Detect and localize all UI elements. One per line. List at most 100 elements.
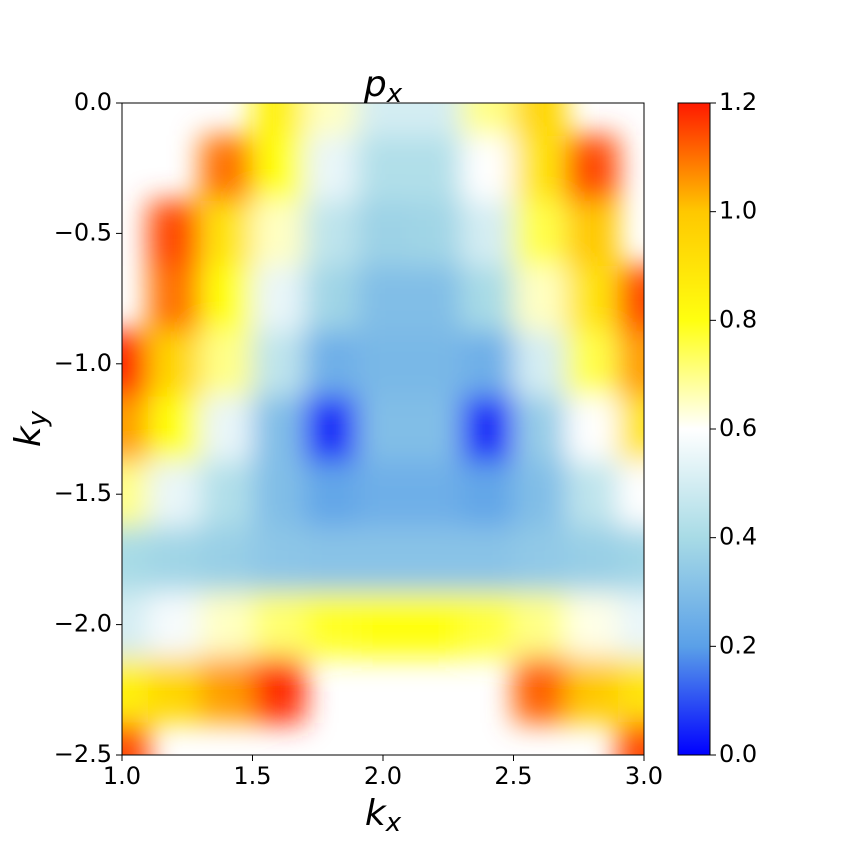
heat-cell: [409, 396, 462, 463]
heat-cell: [356, 526, 410, 593]
heat-cell: [200, 331, 253, 397]
heat-cell: [617, 396, 644, 463]
heat-cell: [252, 266, 306, 332]
heat-cell: [617, 526, 644, 593]
heat-cell: [252, 396, 306, 463]
colorbar-tick-label: 1.2: [719, 88, 757, 116]
heat-cell: [513, 103, 567, 137]
heat-cell: [252, 331, 306, 397]
heat-cell: [304, 592, 358, 658]
heat-cell: [122, 396, 149, 463]
heat-cell: [304, 103, 358, 137]
heat-cell: [304, 135, 358, 202]
heat-cell: [409, 526, 462, 593]
heat-cell: [122, 461, 149, 528]
colorbar-tick-label: 0.4: [719, 523, 757, 551]
heat-cell: [356, 266, 410, 332]
heat-cell: [617, 461, 644, 528]
heat-cell: [461, 526, 514, 593]
x-tick-label: 2.5: [494, 762, 532, 790]
heat-cell: [565, 266, 619, 332]
heat-cell: [356, 396, 410, 463]
heat-cell: [356, 135, 410, 202]
heat-cell: [461, 461, 514, 528]
heat-cell: [409, 135, 462, 202]
x-tick-label: 1.5: [233, 762, 271, 790]
heat-cell: [513, 331, 567, 397]
heat-cell: [356, 200, 410, 267]
colorbar-tick-label: 1.0: [719, 197, 757, 225]
heat-cell: [513, 396, 567, 463]
heat-cell: [461, 331, 514, 397]
heat-cell: [252, 657, 306, 723]
heat-cell: [356, 461, 410, 528]
heat-cell: [409, 103, 462, 137]
x-tick-label: 2.0: [364, 762, 402, 790]
heat-cell: [148, 526, 201, 593]
heat-cell: [513, 135, 567, 202]
y-tick-label: −2.5: [54, 740, 112, 768]
x-axis-label: kx: [365, 793, 402, 838]
y-tick-label: −2.0: [54, 610, 112, 638]
heatmap: [122, 103, 644, 755]
heat-cell: [617, 722, 644, 755]
heat-cell: [565, 461, 619, 528]
y-axis-label: ky: [8, 410, 53, 447]
heat-cell: [200, 526, 253, 593]
heat-cell: [356, 103, 410, 137]
heat-cell: [304, 396, 358, 463]
colorbar-tick-label: 0.2: [719, 631, 757, 659]
heat-cell: [200, 266, 253, 332]
heat-cell: [122, 331, 149, 397]
heat-cell: [252, 592, 306, 658]
heat-cell: [461, 266, 514, 332]
heat-cell: [304, 331, 358, 397]
heat-cell: [565, 135, 619, 202]
heat-cell: [409, 331, 462, 397]
heat-cell: [200, 200, 253, 267]
heat-cell: [565, 396, 619, 463]
y-tick-label: −0.5: [54, 218, 112, 246]
heat-cell: [304, 526, 358, 593]
heat-cell: [148, 461, 201, 528]
colorbar-tick-label: 0.0: [719, 740, 757, 768]
heat-cell: [461, 103, 514, 137]
heat-cell: [252, 103, 306, 137]
heat-cell: [122, 592, 149, 658]
heat-cell: [148, 266, 201, 332]
heat-cell: [252, 135, 306, 202]
heat-cell: [200, 592, 253, 658]
heat-cell: [356, 592, 410, 658]
heat-cell: [409, 592, 462, 658]
heat-cell: [513, 461, 567, 528]
y-tick-label: −1.0: [54, 349, 112, 377]
heat-cell: [565, 592, 619, 658]
heat-cell: [252, 200, 306, 267]
chart-title: px: [363, 64, 403, 109]
heat-cell: [148, 396, 201, 463]
heat-cell: [122, 722, 149, 755]
heat-cell: [461, 396, 514, 463]
heat-cell: [252, 526, 306, 593]
heat-cell: [461, 592, 514, 658]
heat-cell: [148, 331, 201, 397]
heat-cell: [513, 592, 567, 658]
x-tick-label: 1.0: [103, 762, 141, 790]
heat-cell: [565, 657, 619, 723]
heat-cell: [148, 657, 201, 723]
heat-cell: [200, 657, 253, 723]
heat-cell: [513, 200, 567, 267]
heat-cell: [617, 592, 644, 658]
heat-cell: [304, 461, 358, 528]
heat-cell: [200, 135, 253, 202]
heat-cell: [304, 200, 358, 267]
colorbar: [677, 102, 711, 756]
heat-cell: [200, 461, 253, 528]
heat-cell: [617, 266, 644, 332]
heat-cell: [513, 657, 567, 723]
heat-cell: [565, 200, 619, 267]
heat-cell: [461, 200, 514, 267]
heat-cell: [122, 657, 149, 723]
colorbar-tick-label: 0.8: [719, 305, 757, 333]
